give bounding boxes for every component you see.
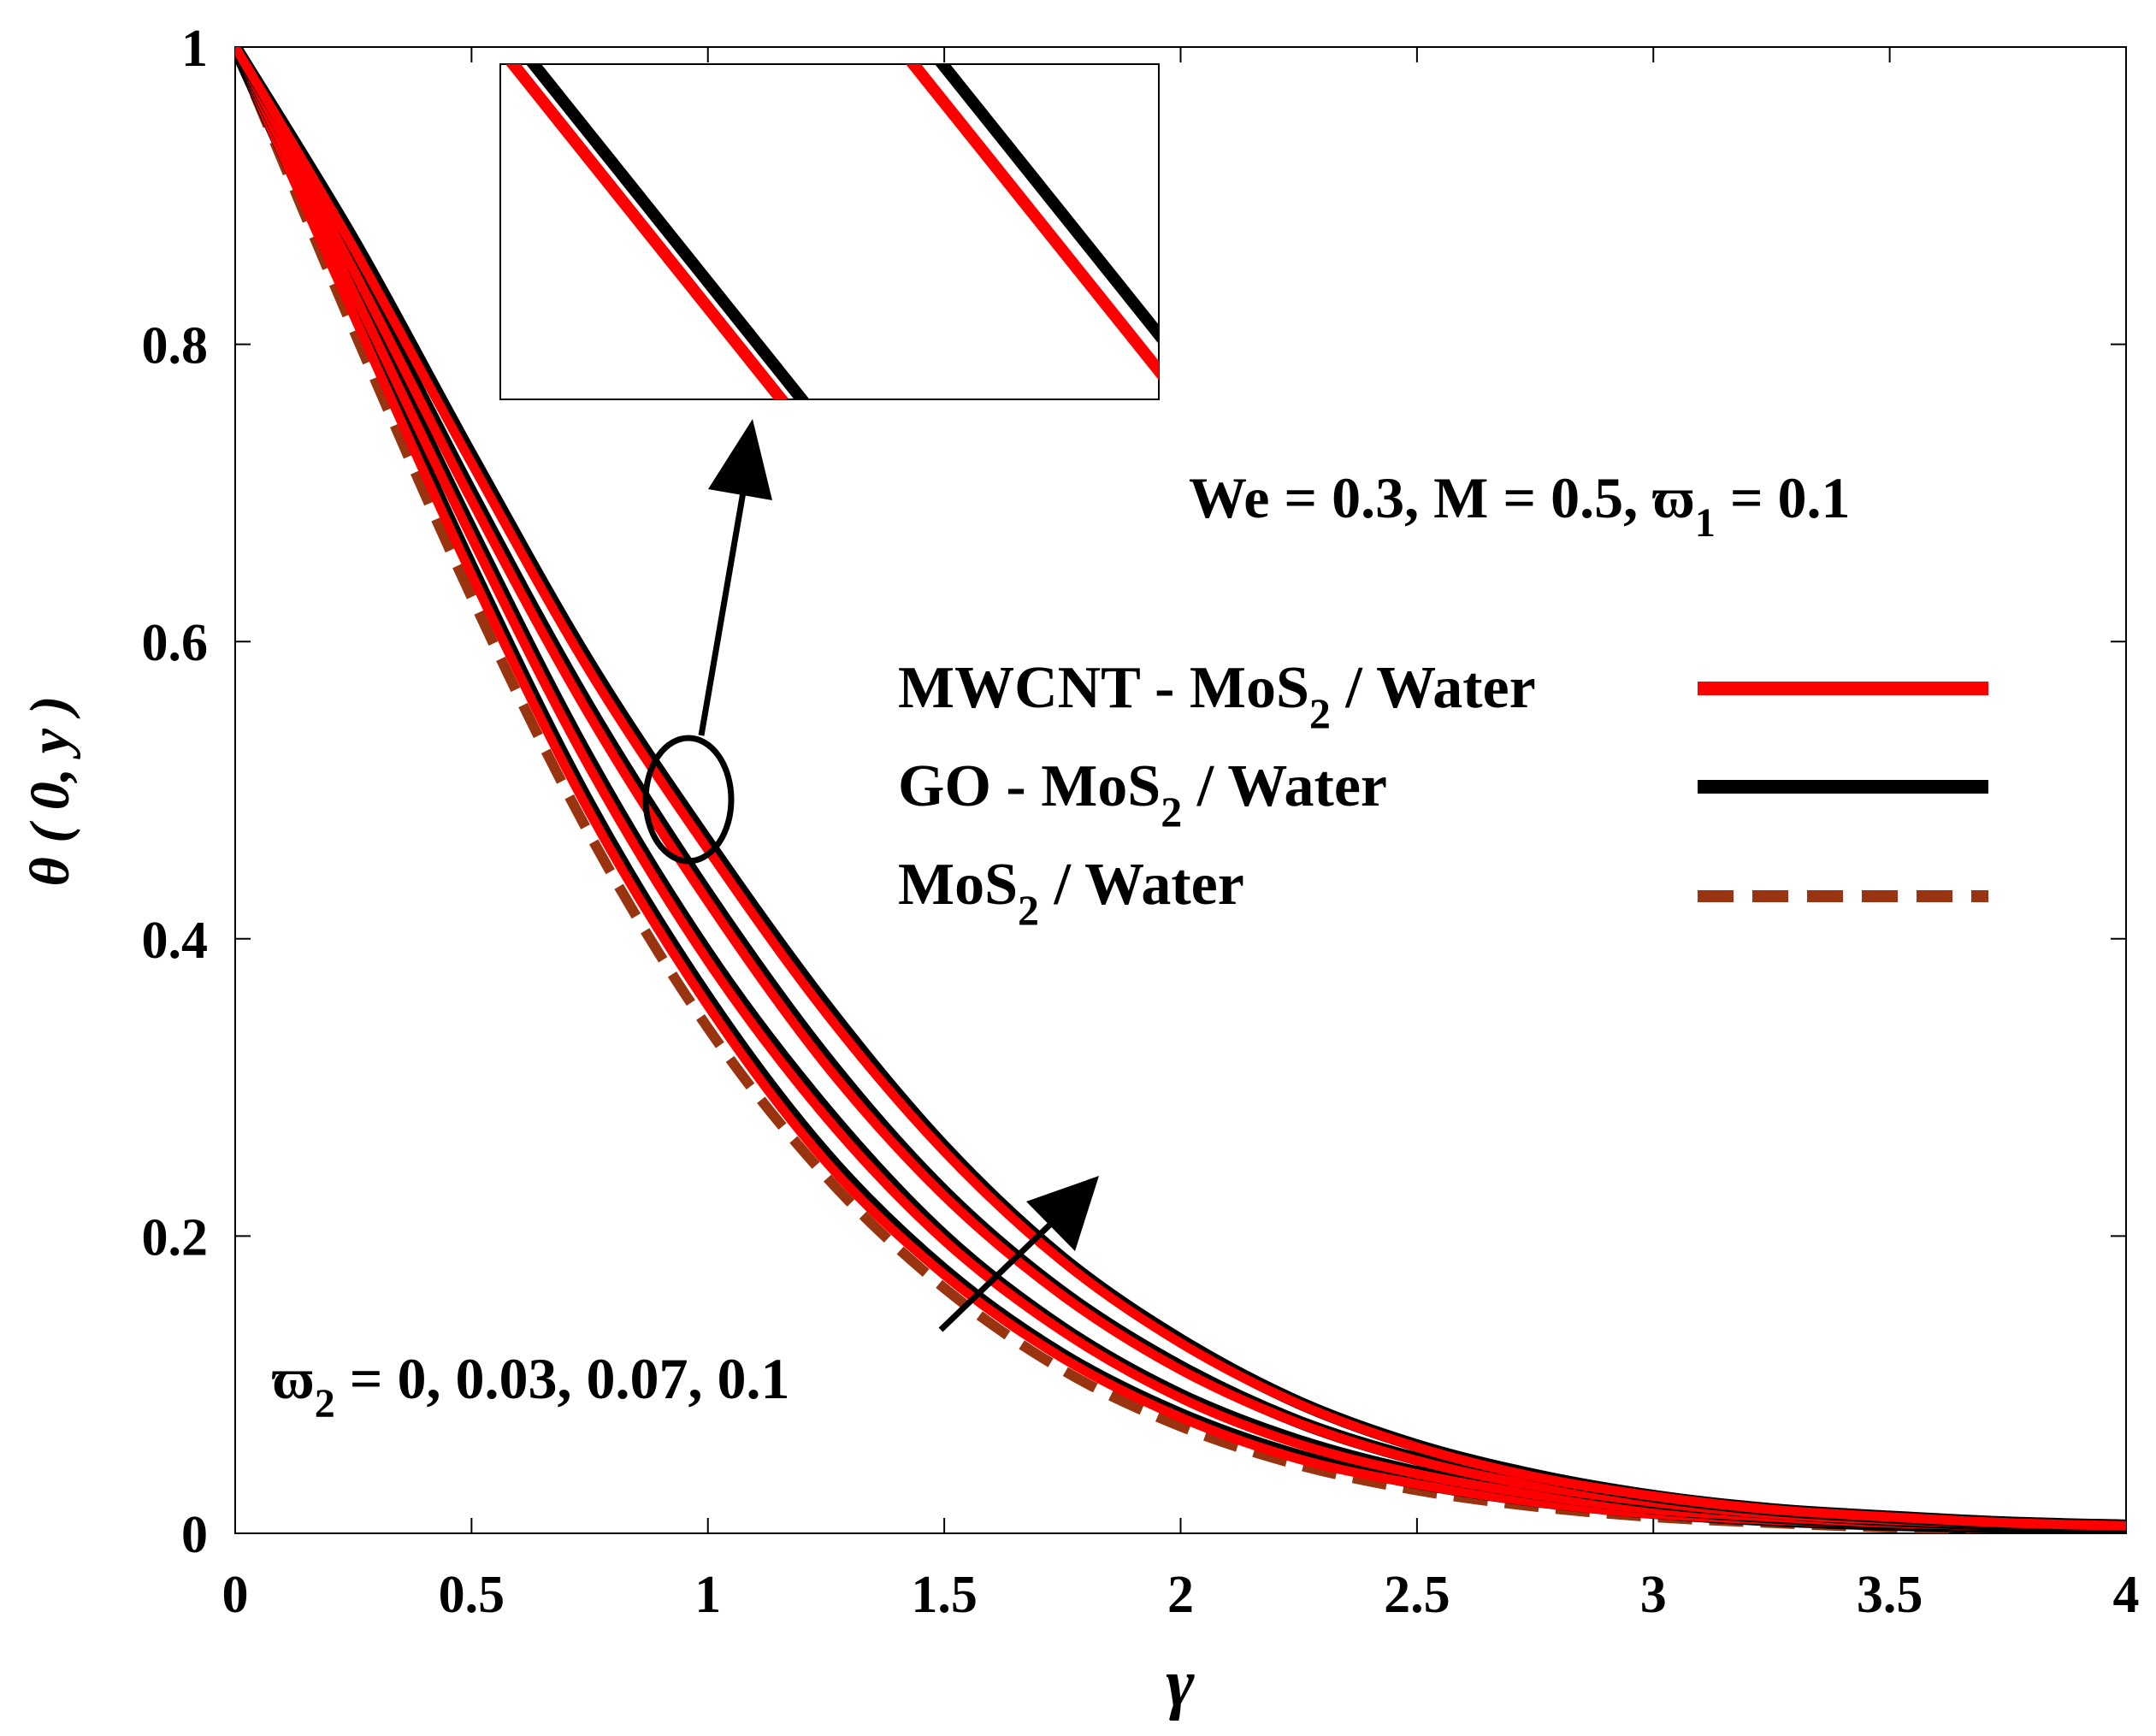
y-tick-label-5: 1: [181, 20, 208, 78]
legend-label-mos2: MoS2 / Water: [898, 852, 1244, 934]
series-group: [235, 47, 2126, 1533]
legend-label-go: GO - MoS2 / Water: [898, 753, 1387, 836]
zoom-arrow-shaft: [698, 476, 749, 736]
zoom-arrow-head: [708, 419, 772, 500]
y-axis-title: θ ( 0, y ): [19, 695, 81, 886]
x-tick-label-1: 0.5: [439, 1566, 505, 1624]
legend-mwcnt-post: / Water: [1331, 655, 1536, 721]
zoom-marker-ellipse: [642, 735, 735, 865]
inset-line-mwcnt-1: [505, 64, 789, 399]
x-tick-label-7: 3.5: [1857, 1566, 1923, 1624]
legend-go-post: / Water: [1182, 753, 1387, 819]
omega2-arrow-shaft: [938, 1218, 1057, 1332]
legend-mwcnt-pre: MWCNT - MoS: [898, 655, 1309, 721]
legend-label-mwcnt: MWCNT - MoS2 / Water: [898, 655, 1536, 737]
legend: MWCNT - MoS2 / Water GO - MoS2 / Water M…: [898, 655, 1988, 934]
params-sub: 1: [1695, 500, 1716, 546]
x-tick-label-8: 4: [2113, 1566, 2140, 1624]
x-tick-labels: 0 0.5 1 1.5 2 2.5 3 3.5 4: [222, 1566, 2140, 1624]
legend-go-sub: 2: [1161, 788, 1182, 836]
y-tick-labels: 0 0.2 0.4 0.6 0.8 1: [142, 20, 209, 1564]
inset-line-go-2: [935, 64, 1159, 345]
params-pre: We = 0.3, M = 0.5, ϖ: [1189, 465, 1695, 530]
legend-mwcnt-sub: 2: [1309, 689, 1331, 737]
zoom-inset: [499, 63, 1160, 400]
omega2-pre: ϖ: [272, 1346, 315, 1411]
inset-line-mwcnt-2: [906, 64, 1159, 381]
omega2-post: = 0, 0.03, 0.07, 0.1: [335, 1346, 790, 1411]
omega2-arrow-head: [1026, 1176, 1099, 1251]
x-tick-label-5: 2.5: [1384, 1566, 1450, 1624]
x-tick-label-2: 1: [694, 1566, 721, 1624]
y-tick-label-2: 0.4: [142, 912, 209, 970]
inset-line-go-1: [526, 64, 809, 399]
legend-mos2-sub: 2: [1018, 886, 1039, 934]
x-tick-label-3: 1.5: [911, 1566, 978, 1624]
x-tick-label-0: 0: [222, 1566, 249, 1624]
y-tick-label-3: 0.6: [142, 614, 209, 672]
legend-mos2-pre: MoS: [898, 852, 1018, 918]
y-tick-label-1: 0.2: [142, 1208, 209, 1267]
x-axis-title: γ: [1166, 1646, 1195, 1721]
params-post: = 0.1: [1716, 465, 1851, 530]
params-annotation: We = 0.3, M = 0.5, ϖ1 = 0.1: [1189, 465, 1851, 546]
y-tick-label-0: 0: [181, 1506, 208, 1564]
x-tick-label-6: 3: [1640, 1566, 1667, 1624]
y-tick-label-4: 0.8: [142, 317, 209, 375]
series-line-8: [235, 47, 2126, 1531]
legend-mos2-post: / Water: [1039, 852, 1244, 918]
x-tick-label-4: 2: [1167, 1566, 1194, 1624]
omega2-annotation: ϖ2 = 0, 0.03, 0.07, 0.1: [272, 1346, 789, 1426]
axis-ticks: [234, 46, 2127, 1534]
inset-frame: [499, 63, 1160, 400]
omega2-sub: 2: [315, 1381, 335, 1426]
legend-go-pre: GO - MoS: [898, 753, 1161, 819]
